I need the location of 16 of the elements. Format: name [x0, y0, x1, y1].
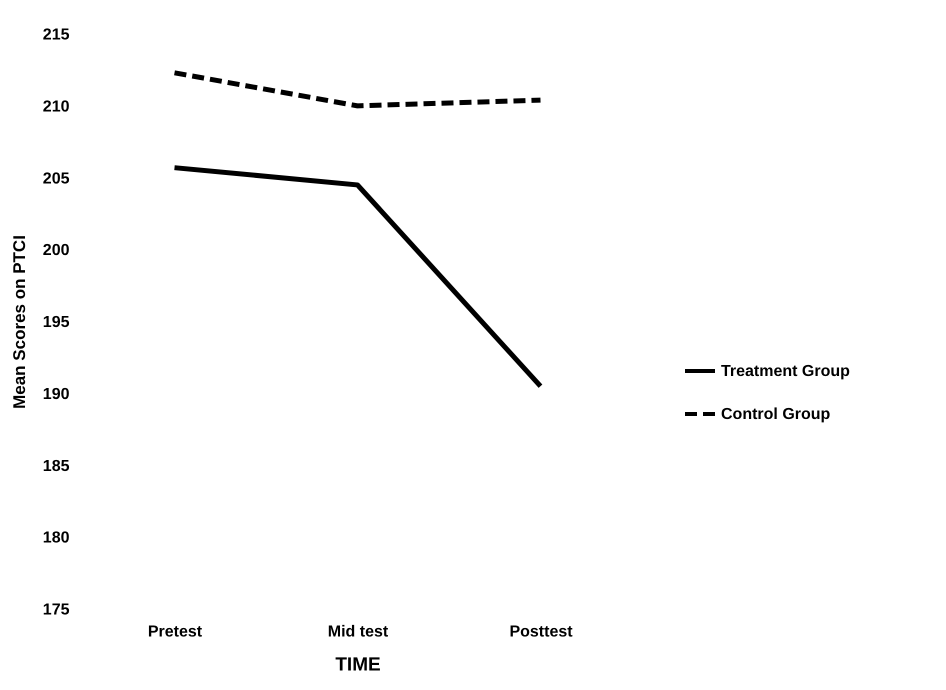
x-tick-label: Pretest	[148, 624, 203, 640]
y-tick-label: 205	[42, 170, 70, 188]
y-tick-label: 215	[42, 26, 70, 44]
y-tick-label: 180	[42, 530, 70, 547]
y-tick-label: 200	[42, 242, 70, 260]
legend-label: Treatment Group	[721, 363, 850, 380]
legend-label: Control Group	[721, 406, 831, 423]
y-tick-label: 210	[42, 98, 70, 116]
y-tick-label: 185	[42, 458, 70, 475]
y-tick-label: 195	[42, 314, 70, 331]
x-axis-title: TIME	[335, 654, 381, 676]
y-tick-label: 190	[42, 386, 70, 403]
x-tick-label: Mid test	[328, 624, 389, 640]
x-tick-label: Posttest	[509, 624, 574, 640]
y-axis-title: Mean Scores on PTCI	[10, 235, 29, 409]
y-tick-label: 175	[42, 602, 70, 618]
